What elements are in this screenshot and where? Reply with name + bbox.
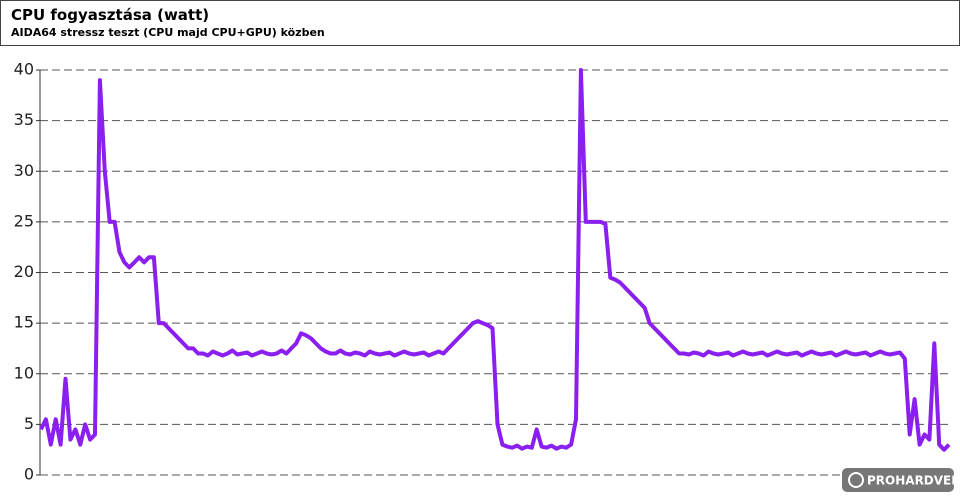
y-tick-label: 5 xyxy=(24,414,34,433)
chart-title: CPU fogyasztása (watt) xyxy=(11,6,210,24)
header: CPU fogyasztása (watt) AIDA64 stressz te… xyxy=(0,0,960,46)
watermark: PROHARDVER! xyxy=(867,474,960,488)
y-tick-label: 15 xyxy=(14,313,34,332)
chart-subtitle: AIDA64 stressz teszt (CPU majd CPU+GPU) … xyxy=(11,26,325,39)
y-tick-label: 25 xyxy=(14,211,34,230)
y-tick-label: 35 xyxy=(14,110,34,129)
y-tick-label: 40 xyxy=(14,60,34,79)
watermark-bg xyxy=(842,468,954,492)
y-tick-label: 0 xyxy=(24,465,34,484)
y-tick-label: 30 xyxy=(14,161,34,180)
data-line xyxy=(39,68,951,452)
watermark-badge: PROHARDVER! xyxy=(842,468,960,492)
y-tick-label: 10 xyxy=(14,363,34,382)
watermark-icon xyxy=(848,472,864,488)
y-tick-label: 20 xyxy=(14,262,34,281)
